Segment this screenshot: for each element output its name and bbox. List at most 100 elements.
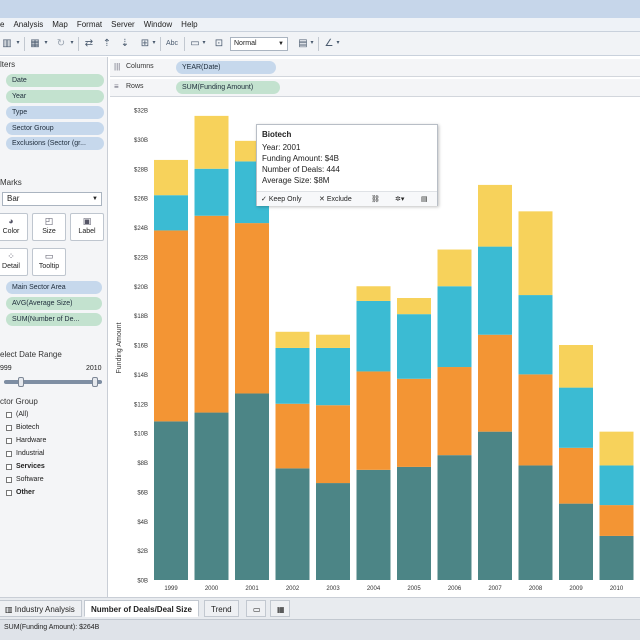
bar-segment[interactable] xyxy=(559,345,593,388)
mark-type-select[interactable]: Bar ▼ xyxy=(2,192,102,206)
bar-segment[interactable] xyxy=(356,300,391,372)
sort-descending-icon[interactable]: ⇣ xyxy=(120,38,130,49)
bar-segment[interactable] xyxy=(194,412,229,580)
new-dashboard-icon[interactable]: ▦ xyxy=(270,600,290,617)
bar-segment[interactable] xyxy=(154,230,188,422)
bar-segment[interactable] xyxy=(275,468,310,580)
bar-segment[interactable] xyxy=(154,195,188,231)
checkbox[interactable] xyxy=(6,463,12,470)
bar-segment[interactable] xyxy=(437,286,472,368)
bar-segment[interactable] xyxy=(518,465,553,580)
bar-segment[interactable] xyxy=(154,159,188,196)
bar-segment[interactable] xyxy=(518,295,553,375)
group-icon[interactable]: ⊞ xyxy=(140,38,150,49)
bar-segment[interactable] xyxy=(397,466,431,580)
chevron-down-icon[interactable]: ▾ xyxy=(202,40,206,46)
group-members-icon[interactable]: ⛓ xyxy=(371,196,380,203)
bar-segment[interactable] xyxy=(478,431,512,580)
bar-segment[interactable] xyxy=(599,465,634,506)
detail-button[interactable]: ⁘ Detail xyxy=(0,248,28,276)
chevron-down-icon[interactable]: ▾ xyxy=(152,40,156,46)
bar-segment[interactable] xyxy=(518,374,553,466)
checkbox[interactable] xyxy=(6,476,12,483)
bar-segment[interactable] xyxy=(154,421,188,580)
bar-segment[interactable] xyxy=(316,334,350,348)
new-sheet-icon[interactable]: ▦ xyxy=(30,38,40,49)
bar-segment[interactable] xyxy=(397,314,431,379)
redo-icon[interactable]: ↻ xyxy=(56,38,66,49)
bar-segment[interactable] xyxy=(356,371,391,470)
stacked-bar-chart[interactable]: $0B $2B $4B $6B $8B $10B $12B $14B $16B $18B $20B $… xyxy=(108,100,640,595)
bar-segment[interactable] xyxy=(356,286,391,301)
bar-segment[interactable] xyxy=(599,535,634,580)
mark-field-number-of-deals[interactable]: SUM(Number of De... xyxy=(6,313,102,326)
rows-shelf[interactable]: ≡ Rows SUM(Funding Amount) xyxy=(110,79,640,97)
chevron-down-icon[interactable]: ▾ xyxy=(16,40,20,46)
menu-item-map[interactable]: Map xyxy=(52,20,68,29)
chevron-down-icon[interactable]: ▾ xyxy=(70,40,74,46)
highlight-icon[interactable]: ∠ xyxy=(324,38,334,49)
keep-only-button[interactable]: ✓ Keep Only xyxy=(261,196,302,203)
bar-segment[interactable] xyxy=(235,223,269,394)
sector-option-other[interactable]: Other xyxy=(6,489,35,496)
bar-segment[interactable] xyxy=(275,403,310,469)
swap-icon[interactable]: ⇄ xyxy=(84,38,94,49)
slider-handle-min[interactable] xyxy=(18,377,24,387)
sector-option-hardware[interactable]: Hardware xyxy=(6,437,46,444)
bar-segment[interactable] xyxy=(437,455,472,580)
bar-segment[interactable] xyxy=(478,184,512,247)
bar-segment[interactable] xyxy=(559,447,593,504)
bar-segment[interactable] xyxy=(316,483,350,580)
filter-pill-sector-group[interactable]: Sector Group xyxy=(6,122,104,135)
chevron-down-icon[interactable]: ▾ xyxy=(44,40,48,46)
bar-segment[interactable] xyxy=(397,298,431,315)
label-toggle-button[interactable]: Abc xyxy=(165,40,179,47)
sort-ascending-icon[interactable]: ⇡ xyxy=(102,38,112,49)
date-range-slider[interactable] xyxy=(4,377,102,387)
bar-segment[interactable] xyxy=(194,168,229,216)
show-cards-icon[interactable]: ▤ xyxy=(298,38,308,49)
filter-pill-type[interactable]: Type xyxy=(6,106,104,119)
bar-segment[interactable] xyxy=(478,334,512,432)
mark-field-average-size[interactable]: AVG(Average Size) xyxy=(6,297,102,310)
checkbox[interactable] xyxy=(6,450,12,457)
presentation-icon[interactable]: ▭ xyxy=(190,38,200,49)
chevron-down-icon[interactable]: ▾ xyxy=(310,40,314,46)
checkbox[interactable] xyxy=(6,489,12,496)
gear-icon[interactable]: ✲▾ xyxy=(395,196,405,203)
fix-axes-icon[interactable]: ⊡ xyxy=(214,38,224,49)
filter-pill-exclusions[interactable]: Exclusions (Sector (gr... xyxy=(6,137,104,150)
bar-segment[interactable] xyxy=(437,249,472,287)
menu-item-server[interactable]: Server xyxy=(111,20,135,29)
chevron-down-icon[interactable]: ▾ xyxy=(336,40,340,46)
size-button[interactable]: ◰ Size xyxy=(32,213,66,241)
bar-segment[interactable] xyxy=(235,393,269,580)
bar-segment[interactable] xyxy=(437,367,472,456)
filter-pill-year[interactable]: Year xyxy=(6,90,104,103)
slider-handle-max[interactable] xyxy=(92,377,98,387)
bar-segment[interactable] xyxy=(397,378,431,467)
bar-segment[interactable] xyxy=(478,246,512,335)
bar-segment[interactable] xyxy=(518,211,553,296)
checkbox[interactable] xyxy=(6,424,12,431)
sector-option-services[interactable]: Services xyxy=(6,463,45,470)
chart-icon[interactable]: ▥ xyxy=(2,38,12,49)
bar-segment[interactable] xyxy=(275,347,310,404)
sector-option-biotech[interactable]: Biotech xyxy=(6,424,39,431)
mark-field-main-sector-area[interactable]: Main Sector Area xyxy=(6,281,102,294)
bar-segment[interactable] xyxy=(559,503,593,580)
tab-trend[interactable]: Trend xyxy=(204,600,239,617)
sector-option-software[interactable]: Software xyxy=(6,476,44,483)
menu-item-file[interactable]: e xyxy=(0,20,5,29)
label-button[interactable]: ▣ Label xyxy=(70,213,104,241)
bar-segment[interactable] xyxy=(599,431,634,466)
checkbox[interactable] xyxy=(6,411,12,418)
tab-industry-analysis[interactable]: ▥ Industry Analysis xyxy=(0,600,82,617)
bar-segment[interactable] xyxy=(194,115,229,169)
color-button[interactable]: ◕ Color xyxy=(0,213,28,241)
menu-item-format[interactable]: Format xyxy=(76,20,103,29)
columns-shelf[interactable]: ||| Columns YEAR(Date) xyxy=(110,59,640,77)
bar-segment[interactable] xyxy=(316,405,350,484)
columns-pill-year[interactable]: YEAR(Date) xyxy=(176,61,276,74)
bar-segment[interactable] xyxy=(275,331,310,348)
